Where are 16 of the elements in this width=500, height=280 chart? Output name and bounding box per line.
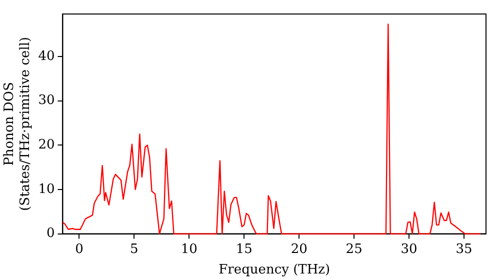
text: (States/THz·primitive cell) <box>18 36 33 211</box>
x-tick-label: 20 <box>290 242 308 257</box>
x-tick-label: 0 <box>75 242 84 257</box>
x-tick-label: 30 <box>400 242 418 257</box>
x-tick-label: 10 <box>180 242 198 257</box>
x-axis-title: Frequency (THz) <box>218 262 330 278</box>
y-tick-label: 30 <box>38 93 55 108</box>
y-tick-label: 0 <box>46 226 55 242</box>
text: Phonon DOS <box>2 82 18 166</box>
y-tick-label: 40 <box>38 48 55 64</box>
x-tick-label: 5 <box>130 242 138 257</box>
x-tick-label: 35 <box>456 242 472 257</box>
x-tick-label: 25 <box>346 242 362 257</box>
y-tick-label: 10 <box>38 182 55 197</box>
x-tick-label: 15 <box>236 242 252 257</box>
y-tick-label: 20 <box>38 138 55 153</box>
